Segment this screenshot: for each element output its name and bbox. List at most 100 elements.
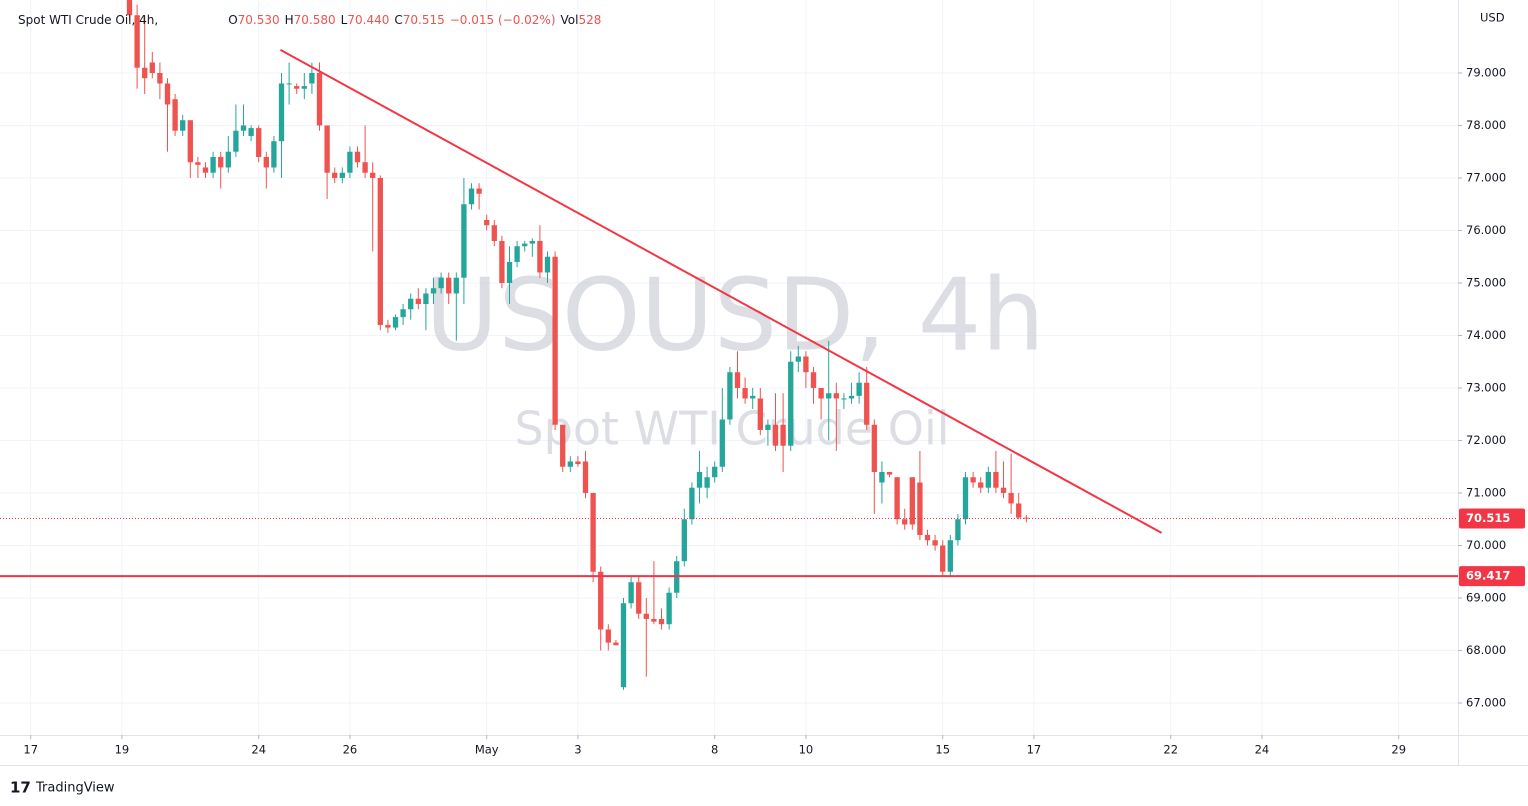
candle (256, 125, 262, 163)
candle (894, 477, 900, 525)
candle-body (286, 83, 292, 85)
x-tick-label: 8 (711, 743, 718, 757)
candle (628, 576, 634, 609)
candle-body (423, 293, 429, 304)
y-tick-label: 69.000 (1466, 590, 1506, 604)
candle (772, 393, 779, 451)
candle-body (788, 361, 794, 446)
candle (301, 72, 307, 100)
candle-body (392, 317, 399, 328)
ohlc-value: 70.580 (294, 13, 336, 27)
candle (392, 314, 399, 331)
candle-body (377, 177, 383, 325)
candle-body (294, 86, 300, 89)
candle-body (309, 72, 315, 84)
candle-body (894, 477, 900, 520)
candle-body (552, 256, 558, 425)
candle (347, 146, 353, 178)
candle-body (970, 477, 976, 483)
candle (666, 587, 672, 630)
watermark: USOUSD, 4h (425, 256, 1045, 373)
candle-body (187, 120, 193, 163)
candle-body (453, 277, 459, 294)
candle-body (506, 261, 513, 283)
candle-body (826, 393, 832, 399)
candle-body (225, 151, 231, 168)
candle (544, 251, 551, 283)
candle (757, 387, 763, 436)
candle (734, 351, 741, 399)
candle-body (795, 356, 801, 362)
candle (468, 183, 475, 210)
candle-body (195, 162, 201, 165)
y-tick-label: 77.000 (1466, 170, 1506, 184)
candle-body (704, 477, 710, 488)
candle-body (301, 86, 307, 89)
candle-body (818, 387, 824, 399)
candle (810, 366, 817, 404)
candle (947, 534, 953, 577)
candle-body (658, 618, 665, 625)
brand-name: TradingView (35, 781, 115, 796)
candle (864, 366, 870, 430)
candle-body (628, 582, 634, 604)
candle (658, 608, 665, 630)
candle (438, 272, 444, 294)
ohlc-value: 70.530 (238, 13, 280, 27)
candle (225, 135, 231, 173)
candle (385, 319, 391, 333)
y-tick-label: 71.000 (1466, 485, 1506, 499)
candle (491, 219, 497, 247)
candle (826, 340, 832, 441)
candle-body (605, 629, 611, 643)
candle-body (651, 618, 657, 622)
candle-body (848, 395, 855, 399)
candle (993, 450, 999, 493)
brand[interactable]: 17 TradingView (10, 779, 115, 797)
x-tick-label: 19 (115, 743, 130, 757)
candle-body (636, 582, 642, 614)
x-tick-label: 26 (343, 743, 358, 757)
y-tick-label: 79.000 (1466, 65, 1506, 79)
candle (620, 597, 627, 690)
volume-value: 528 (578, 13, 601, 27)
price-label: 69.417 (1466, 569, 1510, 583)
candle-body (446, 277, 452, 294)
candle (962, 471, 969, 525)
candle (902, 508, 908, 530)
candle (932, 534, 938, 551)
candle (377, 175, 383, 331)
candle-body (415, 298, 421, 304)
candle (263, 151, 269, 189)
candle-body (772, 424, 779, 446)
candle (484, 214, 490, 231)
x-tick-label: 22 (1163, 743, 1178, 757)
x-tick-label: May (475, 743, 499, 757)
change: −0.015 (−0.02%) (450, 13, 556, 27)
candle-body (856, 382, 862, 396)
candle (970, 471, 976, 488)
candle-body (582, 461, 589, 493)
currency-label: USD (1480, 11, 1505, 25)
candle (780, 393, 786, 472)
candle (180, 114, 186, 136)
candle (803, 351, 809, 388)
volume-label: Vol (561, 13, 579, 27)
y-tick-label: 72.000 (1466, 433, 1506, 447)
candle-body (879, 471, 885, 483)
candle-body (757, 398, 763, 430)
candle (567, 456, 573, 472)
candle (636, 576, 642, 619)
candle-body (575, 461, 581, 465)
candle-body (233, 130, 239, 152)
candle-body (560, 424, 566, 467)
candle-body (278, 83, 285, 142)
x-tick-label: 15 (935, 743, 950, 757)
candle-body (400, 309, 406, 318)
candle-body (126, 0, 133, 16)
candle (643, 597, 649, 677)
candle-body (1000, 487, 1007, 493)
x-tick-label: 24 (1255, 743, 1270, 757)
candle (689, 482, 695, 525)
